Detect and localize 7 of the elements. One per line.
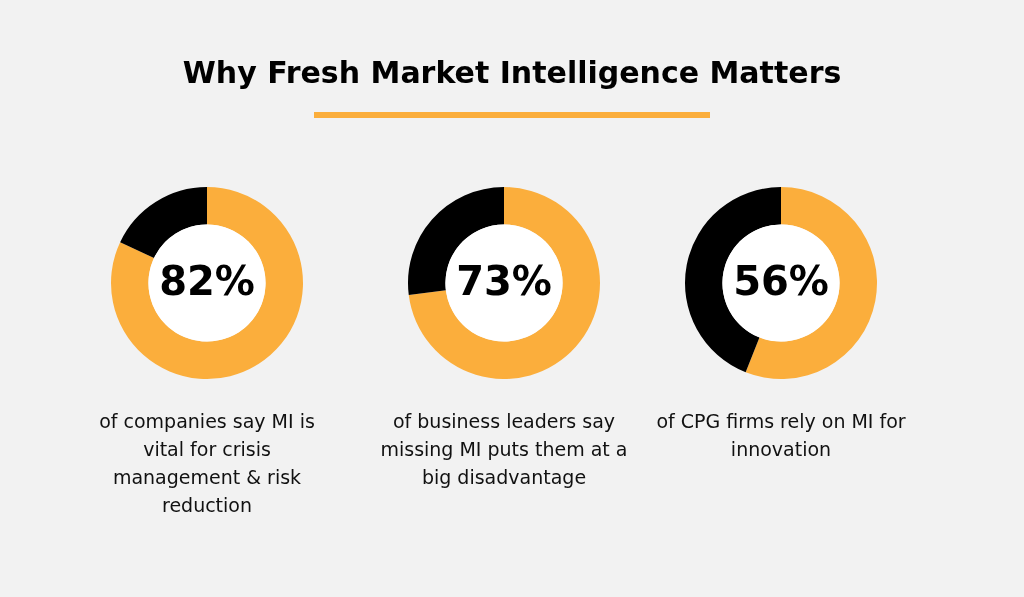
text: of CPG firms rely on MI for innovation [655,409,907,462]
data-label: 56% [733,258,829,305]
text: of business leaders say missing MI puts them at a big disadvantage [379,409,629,490]
data-label: 82% [159,258,255,305]
text: of companies say MI is vital for crisis management & risk reduction [98,409,316,518]
text: Why Fresh Market Intelligence Matters [181,55,843,90]
data-label: 73% [456,258,552,305]
